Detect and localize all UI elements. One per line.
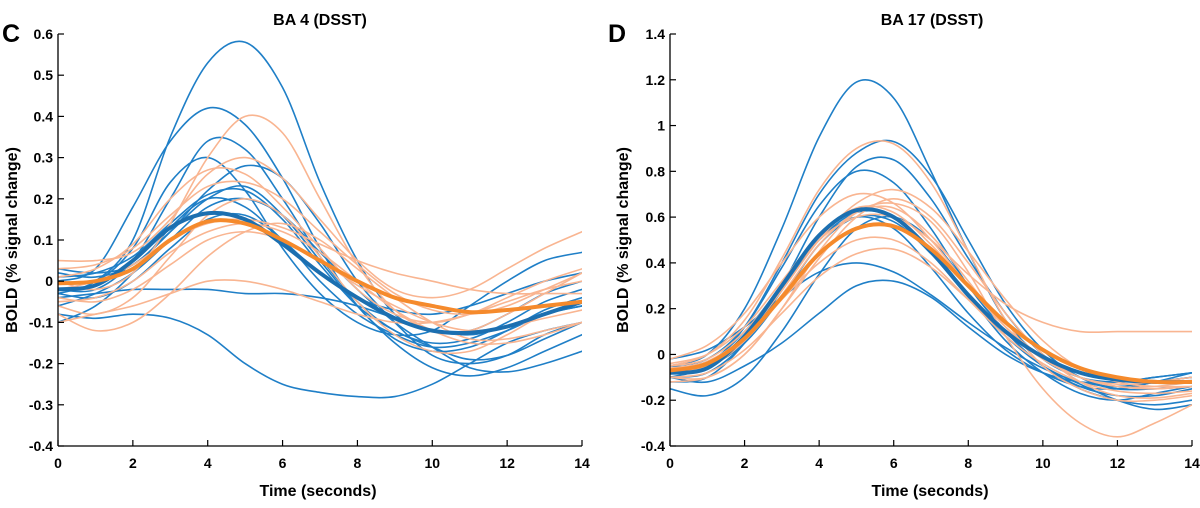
y-tick-label: 0.6 bbox=[646, 209, 666, 225]
y-tick-label: -0.2 bbox=[29, 356, 53, 372]
y-ticks-d: -0.4 -0.2 0 0.2 0.4 0.6 0.8 1 1.2 1.4 bbox=[641, 26, 676, 454]
y-tick-label: 0.4 bbox=[646, 255, 666, 271]
subject-line-c-16 bbox=[58, 198, 582, 355]
subject-line-d-17 bbox=[670, 247, 1192, 390]
panel-label-d: D bbox=[608, 20, 626, 48]
subject-line-d-10 bbox=[670, 262, 1192, 388]
y-tick-label: 1 bbox=[657, 118, 665, 134]
y-tick-label: -0.4 bbox=[29, 438, 53, 454]
subject-line-c-21 bbox=[58, 167, 582, 324]
y-tick-label: 0.4 bbox=[34, 108, 54, 124]
y-axis-label-d: BOLD (% signal change) bbox=[615, 147, 632, 333]
x-tick-label: 2 bbox=[129, 455, 137, 471]
subject-line-c-8 bbox=[58, 156, 582, 337]
subject-line-c-3 bbox=[58, 106, 582, 353]
y-tick-label: 0.1 bbox=[34, 232, 54, 248]
y-tick-label: 0 bbox=[45, 273, 53, 289]
subject-line-d-14 bbox=[670, 213, 1192, 367]
subject-line-d-12 bbox=[670, 139, 1192, 403]
y-tick-label: 1.4 bbox=[646, 26, 666, 42]
subject-line-d-20 bbox=[670, 188, 1192, 388]
subject-line-d-18 bbox=[670, 198, 1192, 399]
y-tick-label: -0.2 bbox=[641, 392, 665, 408]
x-tick-label: 2 bbox=[741, 455, 749, 471]
x-axis-label-c: Time (seconds) bbox=[259, 483, 376, 500]
x-ticks-c: 0 2 4 6 8 10 12 14 bbox=[54, 440, 590, 471]
y-tick-label: 0.5 bbox=[34, 67, 54, 83]
x-axis-label-d: Time (seconds) bbox=[871, 483, 988, 500]
y-axis-label-c: BOLD (% signal change) bbox=[4, 147, 21, 333]
y-tick-label: 0.3 bbox=[34, 150, 54, 166]
x-tick-label: 8 bbox=[964, 455, 972, 471]
mean-line-c-1 bbox=[58, 218, 582, 315]
subject-line-c-13 bbox=[58, 187, 582, 361]
subject-line-c-17 bbox=[58, 218, 582, 295]
chart-title-c: BA 4 (DSST) bbox=[273, 12, 367, 29]
y-tick-label: 0.6 bbox=[34, 26, 54, 42]
subject-line-c-20 bbox=[58, 279, 582, 325]
panel-label-c: C bbox=[2, 20, 20, 48]
subject-line-c-4 bbox=[58, 313, 582, 399]
subject-line-c-22 bbox=[58, 222, 582, 346]
y-ticks-c: -0.4 -0.3 -0.2 -0.1 0 0.1 0.2 0.3 0.4 0.5 0.6 bbox=[29, 26, 64, 454]
y-tick-label: 0.2 bbox=[646, 301, 666, 317]
subject-line-d-2 bbox=[670, 78, 1192, 383]
x-tick-label: 4 bbox=[204, 455, 212, 471]
subject-line-d-9 bbox=[670, 156, 1192, 391]
chart-title-d: BA 17 (DSST) bbox=[881, 12, 984, 29]
subject-line-c-23 bbox=[58, 222, 582, 342]
x-tick-label: 4 bbox=[815, 455, 823, 471]
x-tick-label: 12 bbox=[499, 455, 515, 471]
y-tick-label: -0.1 bbox=[29, 314, 53, 330]
mean-line-d-1 bbox=[670, 222, 1192, 385]
x-tick-label: 10 bbox=[1035, 455, 1051, 471]
y-tick-label: -0.3 bbox=[29, 397, 53, 413]
subject-line-c-15 bbox=[58, 156, 582, 299]
x-tick-label: 0 bbox=[54, 455, 62, 471]
x-tick-label: 10 bbox=[424, 455, 440, 471]
y-tick-label: -0.4 bbox=[641, 438, 665, 454]
plot-area-d bbox=[670, 78, 1192, 438]
mean-line-c-0 bbox=[58, 210, 582, 336]
y-tick-label: 0 bbox=[657, 346, 665, 362]
x-tick-label: 14 bbox=[574, 455, 590, 471]
x-tick-label: 6 bbox=[890, 455, 898, 471]
subject-line-d-5 bbox=[670, 169, 1192, 398]
panel-d: D BA 17 (DSST) -0.4 -0.2 0 0.2 0.4 0.6 0.8 1 1.2… bbox=[608, 12, 1200, 500]
y-tick-label: 0.8 bbox=[646, 163, 666, 179]
x-tick-label: 8 bbox=[354, 455, 362, 471]
x-tick-label: 6 bbox=[279, 455, 287, 471]
plot-area-c bbox=[58, 40, 582, 399]
x-tick-label: 0 bbox=[666, 455, 674, 471]
x-tick-label: 14 bbox=[1184, 455, 1200, 471]
y-tick-label: 0.2 bbox=[34, 191, 54, 207]
y-tick-label: 1.2 bbox=[646, 72, 666, 88]
x-tick-label: 12 bbox=[1110, 455, 1126, 471]
subject-line-d-13 bbox=[670, 202, 1192, 438]
panel-c: C BA 4 (DSST) -0.4 -0.3 -0.2 -0.1 0 0.1 0.2 0.3… bbox=[2, 12, 590, 500]
x-ticks-d: 0 2 4 6 8 10 12 14 bbox=[666, 440, 1200, 471]
